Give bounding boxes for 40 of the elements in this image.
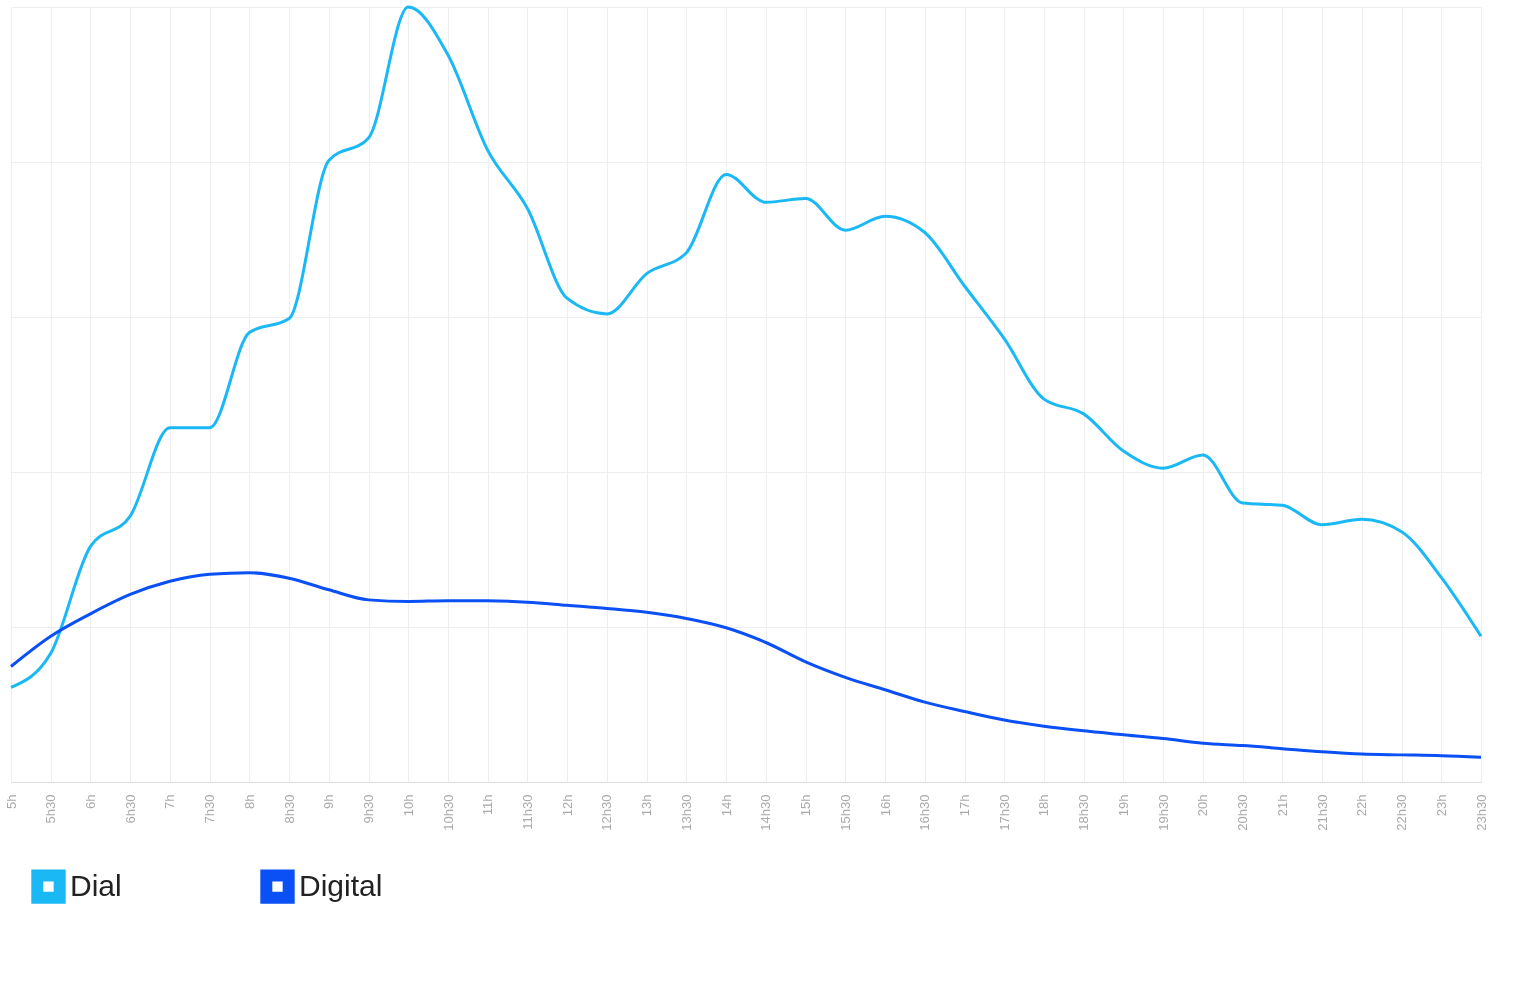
x-tick-label: 7h xyxy=(162,794,178,809)
legend-label: Dial xyxy=(70,868,122,902)
x-tick-label: 5h xyxy=(3,794,19,809)
x-tick-label: 6h30 xyxy=(122,794,138,824)
x-tick-label: 18h xyxy=(1036,794,1052,817)
x-tick-label: 9h30 xyxy=(361,794,377,824)
x-tick-label: 22h30 xyxy=(1394,794,1410,831)
x-tick-label: 16h xyxy=(877,794,893,817)
x-tick-label: 16h30 xyxy=(917,794,933,831)
x-tick-label: 18h30 xyxy=(1076,794,1092,831)
x-tick-label: 17h30 xyxy=(996,794,1012,831)
x-tick-label: 11h xyxy=(480,794,496,816)
x-tick-label: 22h xyxy=(1354,794,1370,817)
x-tick-label: 7h30 xyxy=(202,794,218,824)
x-tick-label: 20h xyxy=(1195,794,1211,817)
x-tick-label: 5h30 xyxy=(43,794,59,824)
x-tick-label: 21h30 xyxy=(1314,794,1330,831)
x-tick-label: 8h xyxy=(241,794,257,809)
x-tick-label: 12h30 xyxy=(599,794,615,831)
x-tick-label: 19h30 xyxy=(1155,794,1171,831)
x-tick-label: 10h xyxy=(400,794,416,817)
x-tick-label: 20h30 xyxy=(1235,794,1251,831)
x-tick-label: 23h30 xyxy=(1473,794,1489,831)
x-tick-label: 11h30 xyxy=(519,794,535,830)
x-tick-label: 9h xyxy=(321,794,337,809)
x-tick-label: 13h xyxy=(639,794,655,817)
x-tick-label: 14h30 xyxy=(758,794,774,831)
x-tick-label: 8h30 xyxy=(281,794,297,824)
x-tick-label: 15h30 xyxy=(837,794,853,831)
x-tick-label: 14h xyxy=(718,794,734,817)
x-tick-label: 15h xyxy=(798,794,814,817)
legend-label: Digital xyxy=(299,868,383,902)
x-tick-label: 6h xyxy=(82,794,98,809)
x-tick-label: 21h xyxy=(1274,794,1290,817)
x-tick-label: 12h xyxy=(559,794,575,817)
x-tick-label: 19h xyxy=(1115,794,1131,817)
x-tick-label: 23h xyxy=(1433,794,1449,817)
x-tick-label: 13h30 xyxy=(678,794,694,831)
x-tick-label: 17h xyxy=(957,794,973,817)
x-tick-label: 10h30 xyxy=(440,794,456,831)
